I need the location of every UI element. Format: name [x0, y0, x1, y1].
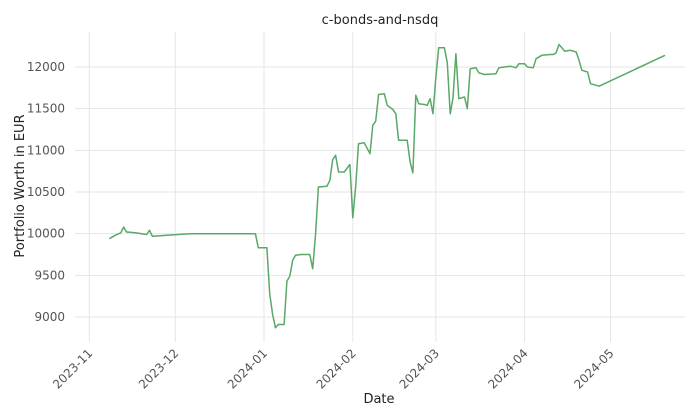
y-tick-label: 12000 — [27, 60, 65, 74]
x-tick-label: 2024-04 — [485, 346, 530, 391]
x-axis-title: Date — [363, 392, 394, 407]
x-tick-label: 2023-11 — [50, 346, 95, 391]
x-tick-label: 2024-05 — [571, 346, 616, 391]
x-tick-label: 2024-02 — [314, 346, 359, 391]
series-layer — [109, 43, 666, 329]
y-tick-label: 9000 — [34, 310, 65, 324]
x-tick-label: 2024-03 — [397, 346, 442, 391]
y-tick-label: 11500 — [27, 102, 65, 116]
series-line — [109, 43, 666, 329]
y-tick-label: 11000 — [27, 143, 65, 157]
grid — [75, 32, 685, 342]
chart-title: c-bonds-and-nsdq — [322, 13, 439, 28]
y-tick-label: 9500 — [34, 268, 65, 282]
y-tick-label: 10500 — [27, 185, 65, 199]
y-axis-ticks: 9000 9500 10000 10500 11000 11500 12000 — [27, 60, 65, 324]
y-tick-label: 10000 — [27, 227, 65, 241]
x-tick-label: 2023-12 — [136, 346, 181, 391]
y-axis-title: Portfolio Worth in EUR — [13, 114, 28, 257]
x-tick-label: 2024-01 — [225, 346, 270, 391]
x-axis-ticks: 2023-11 2023-12 2024-01 2024-02 2024-03 2024-… — [50, 346, 617, 391]
